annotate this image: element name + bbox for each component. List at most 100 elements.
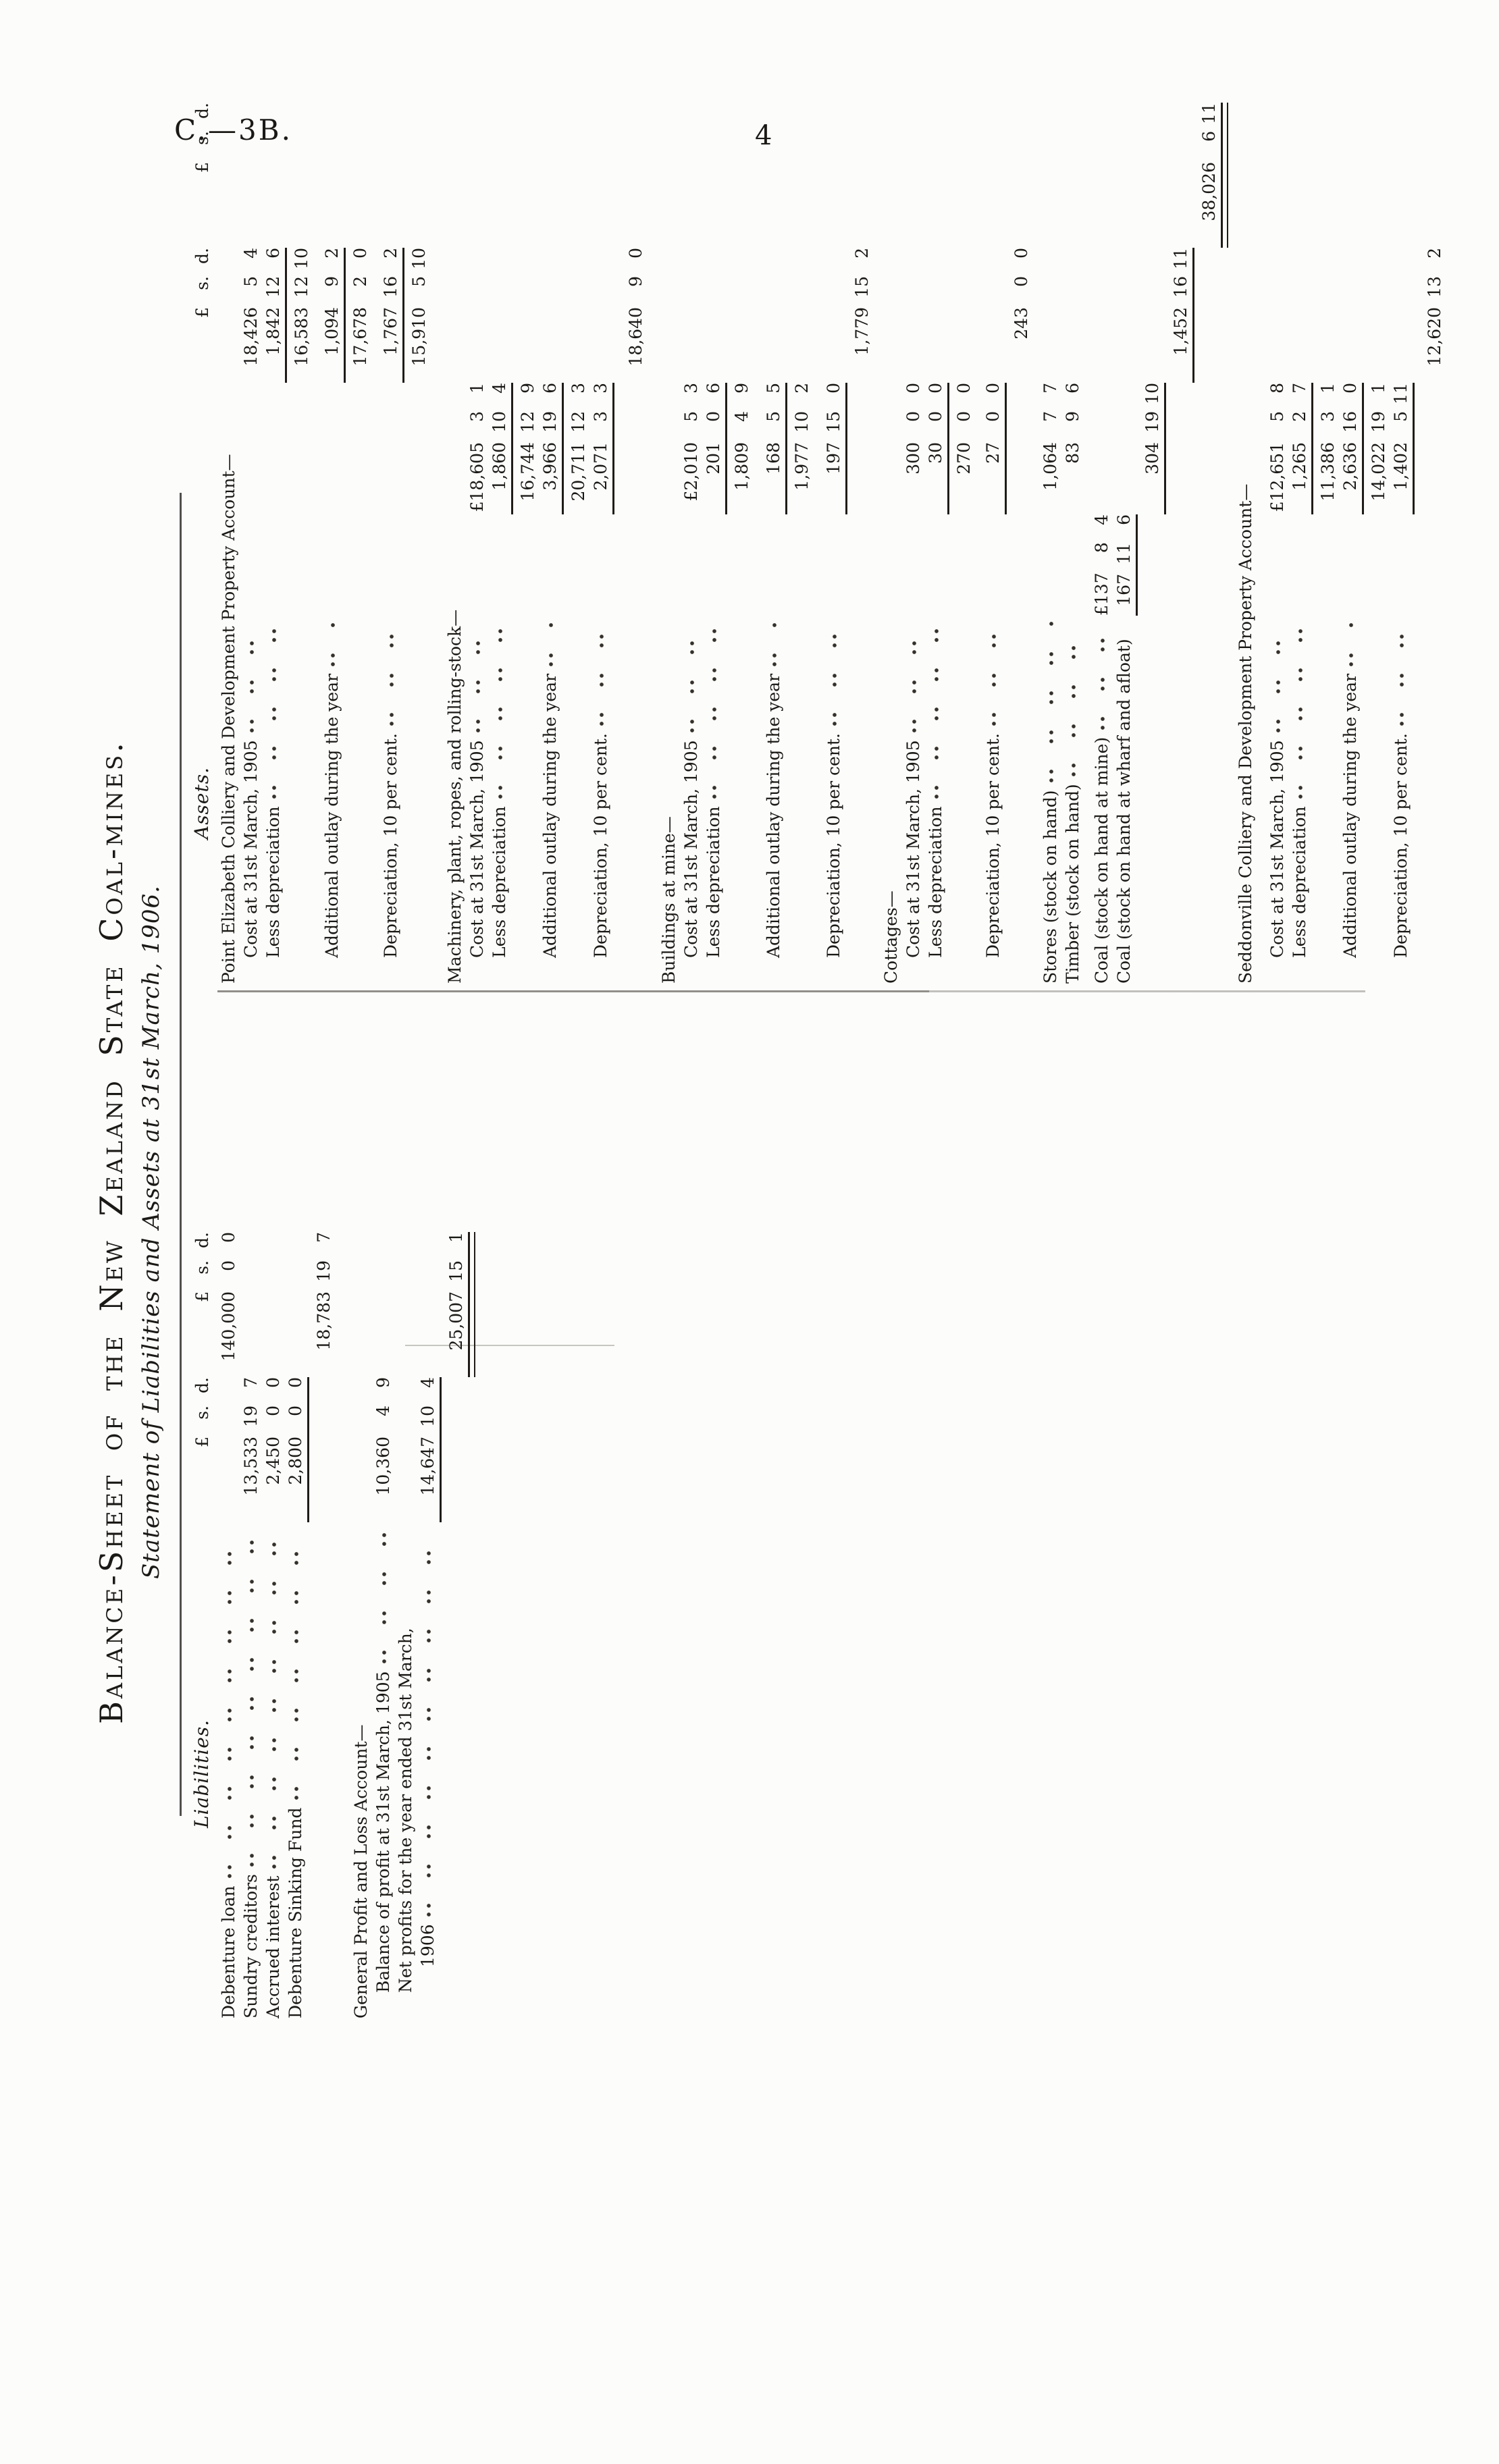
shillings-value: 19: [1369, 411, 1388, 433]
row-label: Debenture Sinking Fund: [286, 1807, 305, 2018]
row-label: Cost at 31st March, 1905: [467, 740, 487, 958]
sheet-title: Balance-Sheet of the New Zealand State C…: [93, 740, 130, 1724]
pence-value: 6: [263, 248, 283, 259]
dot-leader: [424, 1528, 432, 1918]
pounds-value: 304: [1142, 442, 1162, 475]
shillings-value: 10: [490, 411, 509, 433]
table-row: 16,583 12 10: [291, 65, 313, 990]
shillings-value: 5: [764, 411, 783, 422]
money-rule: [468, 1232, 475, 1377]
row-label: 1906: [418, 1924, 438, 1967]
shillings-value: 12: [518, 411, 537, 433]
liabilities-rows: Debenture loan 140,000 0 0 Sundry creditors 1…: [218, 992, 475, 2025]
row-label-cell: Less depreciation: [1289, 616, 1311, 990]
shillings-value: 10: [418, 1405, 438, 1427]
money-cell: 14,022 19 1: [1368, 383, 1390, 514]
money-rule: [785, 383, 787, 514]
pence-value: 10: [409, 248, 429, 269]
pounds-value: 1,842: [263, 307, 283, 356]
money-rule-row: [1362, 65, 1368, 990]
row-label: Seddonville Colliery and Development Pro…: [1236, 483, 1255, 984]
money-cell: £137 8 4: [1091, 514, 1113, 616]
pounds-value: 140,000: [219, 1291, 238, 1362]
pence-value: 7: [314, 1232, 334, 1243]
money-cell: £12,651 5 8: [1267, 383, 1288, 514]
table-row: 270 0 0: [953, 65, 976, 990]
shillings-value: 2: [350, 276, 370, 287]
money-rule-row: [1311, 65, 1317, 990]
table-row: Point Elizabeth Colliery and Development…: [218, 65, 240, 990]
dot-leader: [1296, 621, 1304, 800]
money-rule-row: [612, 65, 619, 990]
liabilities-header-row: Liabilities. £ s. d. £ s. d.: [190, 992, 213, 2025]
row-label: Machinery, plant, ropes, and rolling-sto…: [445, 609, 465, 984]
money-cell: 2,636 16 0: [1340, 383, 1361, 514]
table-row: 15,910 5 10: [409, 65, 431, 990]
pence-value: 3: [681, 383, 701, 394]
dot-leader: [770, 621, 778, 667]
assets-section: Assets. £ s. d. £ s. d. Point Elizabeth …: [190, 65, 1446, 990]
row-label: Additional outlay during the year: [1340, 673, 1360, 958]
shillings-value: 2: [1290, 411, 1309, 422]
money-rule: [285, 248, 287, 383]
money-rule-row: [845, 65, 851, 990]
table-row: 18,640 9 0: [625, 65, 648, 990]
shillings-value: 5: [1267, 411, 1287, 422]
money-cell: 16,583 12 10: [291, 248, 313, 383]
table-row: Cost at 31st March, 1905 300 0 0: [903, 65, 925, 990]
shillings-value: 12: [292, 276, 311, 298]
dot-leader: [247, 1528, 255, 1868]
dot-leader: [473, 621, 481, 734]
row-label-cell: Debenture Sinking Fund: [285, 1522, 307, 2025]
shillings-value: 4: [732, 411, 752, 422]
pounds-value: 168: [764, 442, 783, 475]
shillings-value: 12: [569, 411, 588, 433]
pounds-value: £2,010: [681, 442, 701, 502]
dot-leader: [910, 621, 918, 734]
pound-sign: £: [192, 162, 212, 173]
row-label-cell: Seddonville Colliery and Development Pro…: [1235, 65, 1257, 990]
dot-leader: [1069, 621, 1077, 778]
dot-leader: [1273, 621, 1282, 734]
table-row: 25,007 15 1: [446, 992, 468, 2025]
money-rule-row: [562, 65, 568, 990]
row-label-cell: Depreciation, 10 per cent.: [380, 616, 402, 990]
table-row: Depreciation, 10 per cent. 27 0 0: [982, 65, 1005, 990]
money-rule: [1164, 383, 1166, 514]
row-label: Cost at 31st March, 1905: [903, 740, 923, 958]
shillings-value: 0: [263, 1405, 283, 1416]
shillings-value: 15: [824, 411, 843, 433]
shillings-value: 0: [926, 411, 945, 422]
dot-leader: [225, 1528, 233, 1879]
money-rule-row: [344, 65, 350, 990]
table-row: Depreciation, 10 per cent. 1,402 5 11: [1390, 65, 1413, 990]
money-cell: 3,966 19 6: [540, 383, 561, 514]
money-column-header: £ s. d.: [192, 1232, 212, 1377]
pounds-value: 1,809: [732, 442, 752, 491]
pence-value: 1: [467, 383, 487, 394]
row-label-cell: Additional outlay during the year: [1340, 616, 1361, 990]
row-label-cell: Accrued interest: [263, 1522, 284, 2025]
money-cell: 1,977 10 2: [791, 383, 813, 514]
pence-label: d.: [192, 1377, 212, 1393]
table-row: Cost at 31st March, 1905 £18,605 3 1: [467, 65, 489, 990]
money-cell: 17,678 2 0: [350, 248, 371, 383]
dot-leader: [546, 621, 554, 667]
row-label-cell: Cottages—: [880, 65, 902, 990]
pounds-value: 197: [824, 442, 843, 475]
pounds-value: 270: [954, 442, 974, 475]
shillings-label: s.: [192, 1260, 212, 1275]
row-label: Buildings at mine—: [659, 816, 679, 984]
pence-value: 10: [292, 248, 311, 269]
pence-value: 2: [381, 248, 400, 259]
table-row: 11,386 3 1: [1317, 65, 1340, 990]
row-label: Cost at 31st March, 1905: [1267, 740, 1287, 958]
money-cell: 270 0 0: [953, 383, 975, 514]
money-rule: [402, 248, 404, 383]
pence-value: 1: [1318, 383, 1338, 394]
sheet-subtitle: Statement of Liabilities and Assets at 3…: [138, 885, 165, 1580]
row-label-cell: Cost at 31st March, 1905: [1267, 616, 1288, 990]
money-rule: [1311, 383, 1313, 514]
row-label: Cottages—: [881, 890, 901, 984]
row-label: Additional outlay during the year: [764, 673, 783, 958]
